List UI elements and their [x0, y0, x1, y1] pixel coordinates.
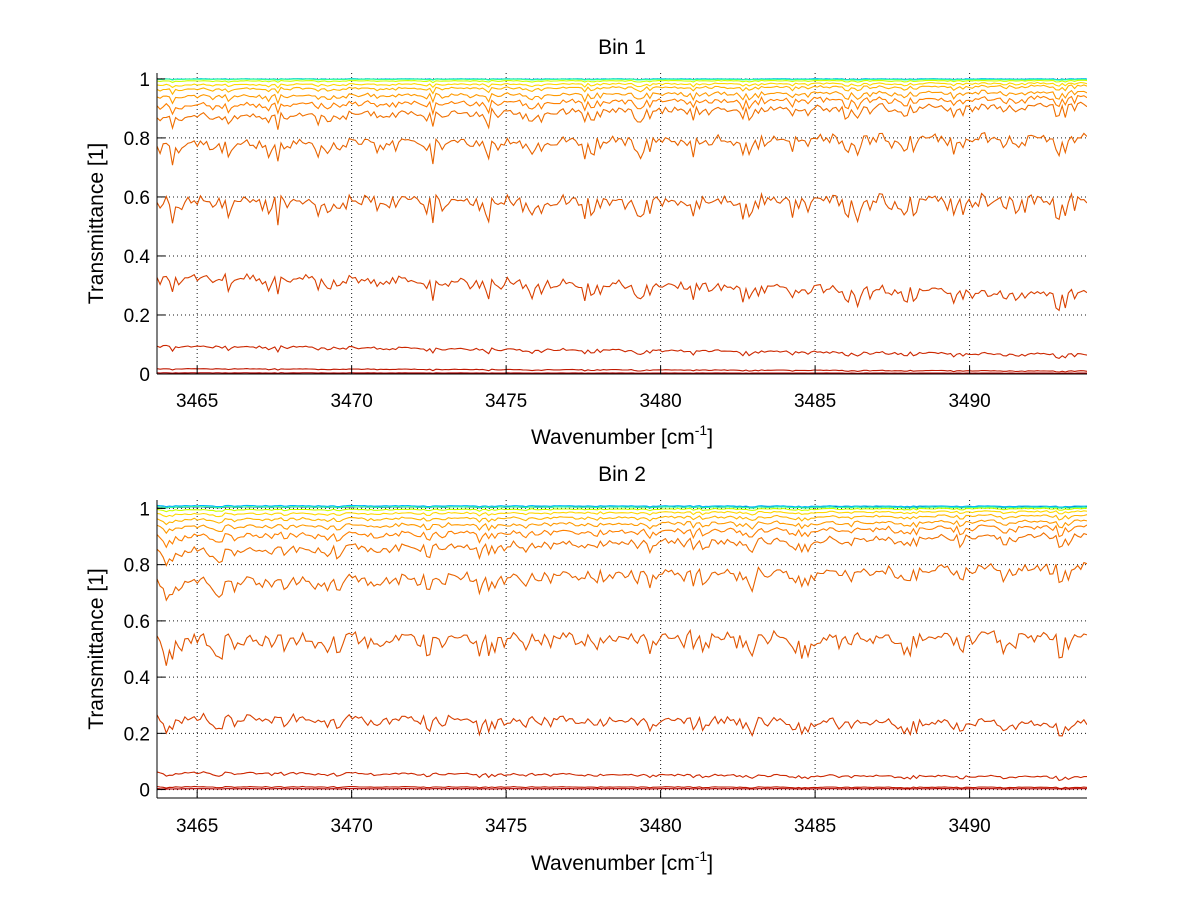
series-line — [157, 94, 1087, 116]
series-line — [157, 84, 1087, 96]
chart-title: Bin 2 — [598, 463, 646, 486]
series-line — [157, 712, 1087, 737]
x-axis-label-text: Wavenumber [cm — [531, 426, 695, 449]
series-line — [157, 372, 1087, 374]
x-axis-label-sup: -1 — [695, 422, 708, 438]
y-axis-label: Transmittance [1] — [85, 568, 108, 729]
x-axis-label: Wavenumber [cm-1] — [531, 848, 713, 875]
series-line — [157, 89, 1087, 105]
bin-2-panel: 3465 3470 3475 3480 3485 3490 0 0.2 0.4 0.6 0.8 1 Bi… — [85, 463, 1087, 875]
y-tick-label: 0.6 — [124, 612, 150, 633]
x-tick-label: 3470 — [331, 816, 373, 837]
series-line — [157, 78, 1087, 81]
series-line — [157, 505, 1087, 509]
series-group — [157, 504, 1087, 790]
series-line — [157, 191, 1087, 226]
series-line — [157, 101, 1087, 131]
series-line — [157, 519, 1087, 535]
y-tick-label: 0.4 — [124, 247, 151, 268]
series-line — [157, 532, 1087, 567]
x-tick-label: 3465 — [176, 816, 218, 837]
x-axis-label-end: ] — [707, 426, 713, 449]
y-tick-label: 0.8 — [124, 556, 150, 577]
y-tick-label: 0.8 — [124, 129, 150, 150]
x-axis-label-sup: -1 — [695, 848, 708, 864]
y-tick-label: 0.4 — [124, 668, 151, 689]
x-tick-label: 3475 — [485, 816, 527, 837]
x-tick-label: 3465 — [176, 391, 218, 412]
y-tick-label: 0.6 — [124, 188, 150, 209]
series-line — [157, 81, 1087, 89]
y-tick-label: 0 — [139, 365, 150, 386]
series-line — [157, 344, 1087, 360]
bin-1-panel: 3465 3470 3475 3480 3485 3490 0 0.2 0.4 0.6 0.8 1 Bi… — [85, 36, 1087, 449]
x-tick-label: 3470 — [331, 391, 373, 412]
series-line — [157, 368, 1087, 373]
y-tick-label: 0.2 — [124, 306, 150, 327]
series-line — [157, 524, 1087, 549]
x-tick-label: 3485 — [794, 391, 836, 412]
x-tick-label: 3485 — [794, 816, 836, 837]
x-tick-label: 3480 — [639, 816, 681, 837]
x-tick-label: 3480 — [639, 391, 681, 412]
series-line — [157, 771, 1087, 782]
x-axis-label: Wavenumber [cm-1] — [531, 422, 713, 449]
series-line — [157, 788, 1087, 790]
series-group — [157, 78, 1087, 374]
series-line — [157, 510, 1087, 518]
x-axis-label-text: Wavenumber [cm — [531, 852, 695, 875]
series-line — [157, 513, 1087, 526]
y-tick-label: 1 — [139, 70, 150, 91]
series-line — [157, 785, 1087, 789]
x-axis-label-end: ] — [707, 852, 713, 875]
x-tick-label: 3475 — [485, 391, 527, 412]
y-tick-label: 0.2 — [124, 724, 150, 745]
series-line — [157, 507, 1087, 513]
y-tick-label: 0 — [139, 781, 150, 802]
series-line — [157, 628, 1087, 666]
y-axis-label: Transmittance [1] — [85, 143, 108, 304]
x-tick-label: 3490 — [948, 391, 990, 412]
series-line — [157, 79, 1087, 84]
series-line — [157, 561, 1087, 602]
x-tick-label: 3490 — [948, 816, 990, 837]
series-line — [157, 272, 1087, 312]
y-tick-label: 1 — [139, 499, 150, 520]
chart-title: Bin 1 — [598, 36, 646, 59]
series-line — [157, 132, 1087, 166]
series-line — [157, 504, 1087, 508]
